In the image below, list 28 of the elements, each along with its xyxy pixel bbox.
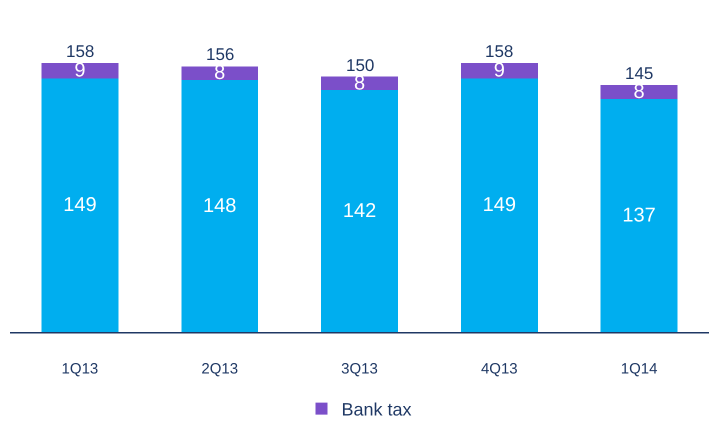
- total-label: 145: [625, 64, 654, 83]
- x-tick-label: 1Q14: [620, 360, 658, 378]
- bar: [600, 98, 678, 332]
- bar: [321, 76, 398, 90]
- data-label: 9: [74, 60, 86, 82]
- x-tick-label: 3Q13: [341, 360, 378, 378]
- x-tick-label: 1Q13: [62, 360, 98, 378]
- total-label: 150: [346, 56, 374, 75]
- x-tick-label: 4Q13: [480, 360, 518, 378]
- bar: [181, 66, 258, 80]
- data-label: 149: [63, 194, 97, 216]
- total-label: 158: [485, 42, 514, 61]
- bar: [460, 78, 538, 332]
- bar: [321, 90, 398, 332]
- bar: [41, 63, 118, 78]
- legend-label: Bank tax: [342, 400, 412, 420]
- bar: [181, 80, 258, 332]
- data-label: 149: [482, 194, 516, 216]
- data-label: 137: [622, 204, 656, 226]
- data-label: 9: [494, 60, 505, 82]
- data-label: 148: [203, 195, 236, 218]
- bar: [41, 78, 118, 332]
- total-label: 156: [206, 45, 234, 64]
- x-tick-label: 2Q13: [201, 360, 238, 378]
- total-label: 158: [66, 42, 94, 61]
- bar: [600, 85, 678, 99]
- data-label: 142: [342, 200, 376, 222]
- bar: [460, 63, 538, 78]
